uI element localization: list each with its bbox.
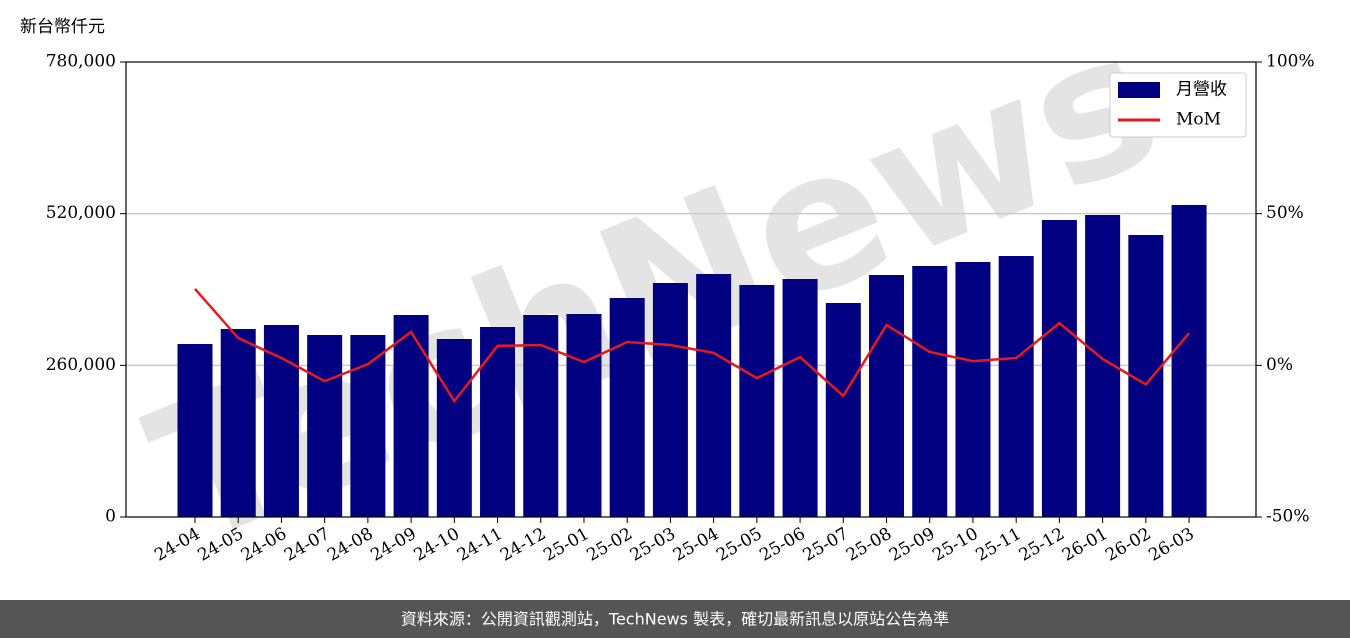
x-tick-label: 24-12: [497, 524, 549, 566]
legend-label: 月營收: [1176, 80, 1227, 100]
legend-swatch: [1118, 82, 1160, 98]
x-tick-label: 25-04: [670, 524, 722, 566]
x-tick-label: 24-11: [454, 524, 506, 566]
bar: [782, 279, 818, 517]
bar: [480, 327, 516, 517]
bar: [307, 335, 343, 517]
x-tick-label: 25-02: [584, 524, 636, 566]
y-tick-label: 520,000: [46, 203, 116, 223]
bar: [1128, 234, 1164, 517]
x-tick-label: 25-12: [1016, 524, 1068, 566]
x-tick-label: 26-01: [1059, 524, 1111, 566]
plot-frame: [125, 61, 1257, 518]
y-tick-label: 0: [105, 507, 116, 527]
y2-tick-label: 50%: [1266, 203, 1304, 223]
bar: [912, 265, 948, 517]
bar: [609, 297, 645, 517]
x-tick-label: 24-10: [411, 524, 463, 566]
footer-bar: [0, 600, 1350, 638]
bar: [998, 255, 1034, 517]
y2-tick-label: 0%: [1266, 355, 1293, 375]
x-tick-label: 25-05: [713, 524, 765, 566]
x-tick-label: 25-03: [627, 524, 679, 566]
x-tick-label: 25-10: [929, 524, 981, 566]
bar: [263, 324, 299, 517]
bar: [1171, 205, 1207, 518]
y-tick-label: 260,000: [46, 355, 116, 375]
bar: [177, 344, 213, 517]
bar: [1041, 219, 1077, 517]
x-tick-label: 24-09: [367, 524, 419, 566]
x-tick-label: 26-02: [1102, 524, 1154, 566]
y-tick-label: 780,000: [46, 52, 116, 72]
bar: [393, 314, 429, 517]
x-tick-label: 25-06: [756, 524, 808, 566]
y2-tick-label: -50%: [1266, 507, 1310, 527]
footer-text: 資料來源：公開資訊觀測站，TechNews 製表，確切最新訊息以原站公告為準: [401, 610, 949, 629]
y2-tick-label: 100%: [1266, 52, 1315, 72]
line: [194, 288, 1191, 404]
x-tick-label: 26-03: [1145, 524, 1197, 566]
bar: [350, 335, 386, 517]
x-tick-label: 25-07: [800, 524, 852, 566]
bar: [696, 274, 732, 517]
bar: [955, 261, 991, 517]
x-tick-label: 25-09: [886, 524, 938, 566]
legend-label: MoM: [1176, 110, 1221, 130]
x-tick-label: 25-08: [843, 524, 895, 566]
y-axis-label: 新台幣仟元: [20, 17, 105, 37]
bar: [220, 328, 256, 517]
bar: [436, 338, 472, 517]
bar: [825, 303, 861, 517]
x-tick-label: 25-01: [540, 524, 592, 566]
bar: [739, 285, 775, 517]
bar: [869, 275, 905, 517]
bar: [652, 282, 688, 517]
bar: [566, 314, 602, 517]
x-tick-label: 25-11: [972, 524, 1024, 566]
